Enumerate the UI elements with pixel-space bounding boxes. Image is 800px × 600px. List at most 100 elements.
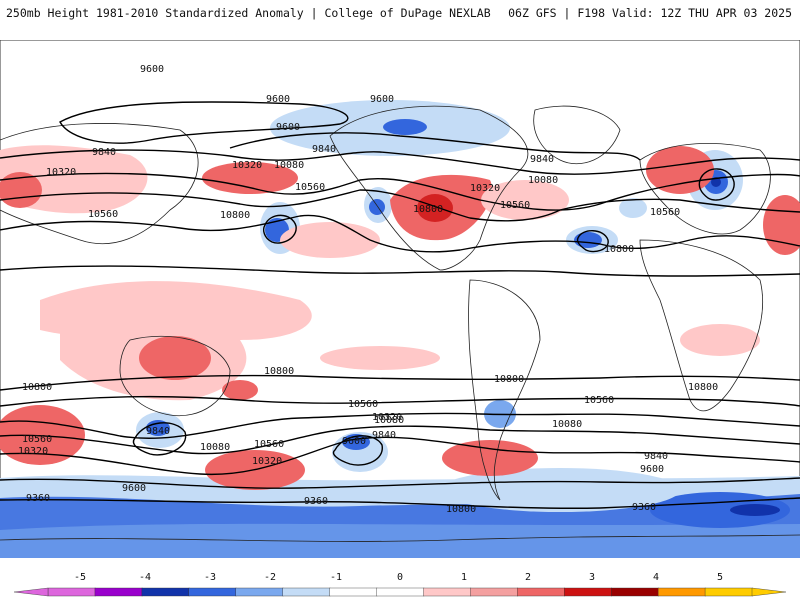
contour-label: 9600 [342, 436, 366, 447]
south-tropics-pos [320, 346, 440, 370]
colorbar-swatches [13, 587, 787, 597]
contour-10080-south [0, 425, 800, 455]
colorbar-swatch [376, 587, 425, 597]
colorbar-tick-label: -3 [204, 572, 216, 583]
contour-label: 9840 [530, 154, 554, 165]
antarctica-coast [0, 534, 800, 542]
colorbar-swatch [564, 587, 612, 597]
contour-north-pacific-low [263, 214, 297, 244]
contour-label: 9840 [92, 147, 116, 158]
asia-coast [0, 123, 199, 245]
contour-label: 9360 [304, 496, 328, 507]
contour-label: 9600 [140, 64, 164, 75]
east-pacific-neg-core [369, 199, 385, 215]
europe-neg-inner [711, 177, 721, 187]
contour-label: 9840 [146, 426, 170, 437]
colorbar-swatch [47, 587, 96, 597]
colorbar-max-extend [751, 587, 787, 597]
contour-label: 10320 [232, 160, 262, 171]
contour-10800-south [0, 374, 800, 391]
contour-10320-south [0, 412, 800, 439]
south-america-coast [468, 279, 541, 501]
colorbar-tick-label: -1 [330, 572, 342, 583]
contour-9600-south [0, 477, 800, 489]
colorbar-swatch [704, 587, 753, 597]
model-run-info: 06Z GFS | F198 Valid: 12Z THU APR 03 202… [508, 6, 792, 20]
contour-labels: 9600 9600 9600 9600 9840 9840 9840 10320… [18, 64, 718, 515]
contour-label: 10560 [88, 209, 118, 220]
s-indian-pos [0, 405, 85, 465]
contour-label: 10800 [264, 366, 294, 377]
contour-label: 10800 [604, 244, 634, 255]
contour-10320-north [0, 189, 800, 222]
south-pacific-neg-core [730, 504, 780, 516]
contour-europe-low [698, 168, 735, 201]
contour-label: 10800 [494, 374, 524, 385]
contour-label: 10320 [18, 446, 48, 457]
colorbar-min-extend [13, 587, 49, 597]
colorbar-swatch [657, 587, 706, 597]
colorbar-swatch [470, 587, 519, 597]
contour-9840-south [0, 436, 800, 476]
contour-9360-south [0, 497, 800, 509]
contour-label: 10320 [372, 412, 402, 423]
contour-label: 9840 [312, 144, 336, 155]
contour-9600-ring [229, 132, 641, 161]
contour-label: 10800 [688, 382, 718, 393]
contour-label: 10560 [348, 399, 378, 410]
contour-label: 10080 [552, 419, 582, 430]
colorbar-swatch [611, 587, 659, 597]
contour-label: 9360 [26, 493, 50, 504]
contour-10800-north [0, 265, 800, 277]
contour-label: 10320 [252, 456, 282, 467]
contour-label: 9840 [372, 430, 396, 441]
contour-9840-north [0, 149, 800, 175]
contour-9600-north [59, 101, 349, 144]
contour-label: 10560 [584, 395, 614, 406]
s-atlantic-pos [442, 440, 538, 476]
north-america-coast [329, 105, 529, 271]
contour-label: 10080 [528, 175, 558, 186]
colorbar-tick-label: 1 [461, 572, 467, 583]
europe-pos [646, 146, 714, 194]
contour-label: 10560 [650, 207, 680, 218]
contour-label: 10560 [500, 200, 530, 211]
coastlines [0, 105, 800, 542]
contour-10080-north [0, 172, 800, 211]
anomaly-colorbar: -5 -4 -3 -2 -1 0 1 2 3 4 5 [13, 572, 787, 597]
contour-label: 10560 [254, 439, 284, 450]
south-atlantic-neg [440, 468, 680, 512]
contour-label: 9360 [632, 502, 656, 513]
contour-label: 10800 [413, 204, 443, 215]
contour-label: 10320 [46, 167, 76, 178]
europe-coast [639, 143, 771, 235]
contour-label: 9600 [276, 122, 300, 133]
colorbar-tick-label: 2 [525, 572, 531, 583]
contour-10560-north [0, 214, 800, 253]
russia-pos [202, 162, 298, 194]
contour-10560-south [0, 395, 800, 407]
colorbar-swatch [141, 587, 190, 597]
contour-9600-closed [332, 435, 383, 466]
contour-label: 9840 [644, 451, 668, 462]
colorbar-swatch [188, 587, 237, 597]
colorbar-swatch [423, 587, 472, 597]
colorbar-swatch [517, 587, 565, 597]
australia-coast [119, 335, 231, 417]
contour-label: 9600 [122, 483, 146, 494]
colorbar-swatch [94, 587, 143, 597]
height-contours [0, 101, 800, 509]
colorbar-swatch [329, 587, 378, 597]
contour-label: 10800 [220, 210, 250, 221]
ne-pacific-pos [280, 222, 380, 258]
contour-label: 9600 [640, 464, 664, 475]
contour-label: 10800 [22, 382, 52, 393]
tasman-pos-core [222, 380, 258, 400]
us-pos-core [417, 194, 453, 222]
contour-label: 9600 [266, 94, 290, 105]
atlantic-small-neg [619, 198, 647, 218]
colorbar-ticks: -5 -4 -3 -2 -1 0 1 2 3 4 5 [74, 572, 723, 583]
africa-coast [639, 239, 764, 412]
greenland-coast [533, 105, 621, 164]
contour-label: 10800 [446, 504, 476, 515]
